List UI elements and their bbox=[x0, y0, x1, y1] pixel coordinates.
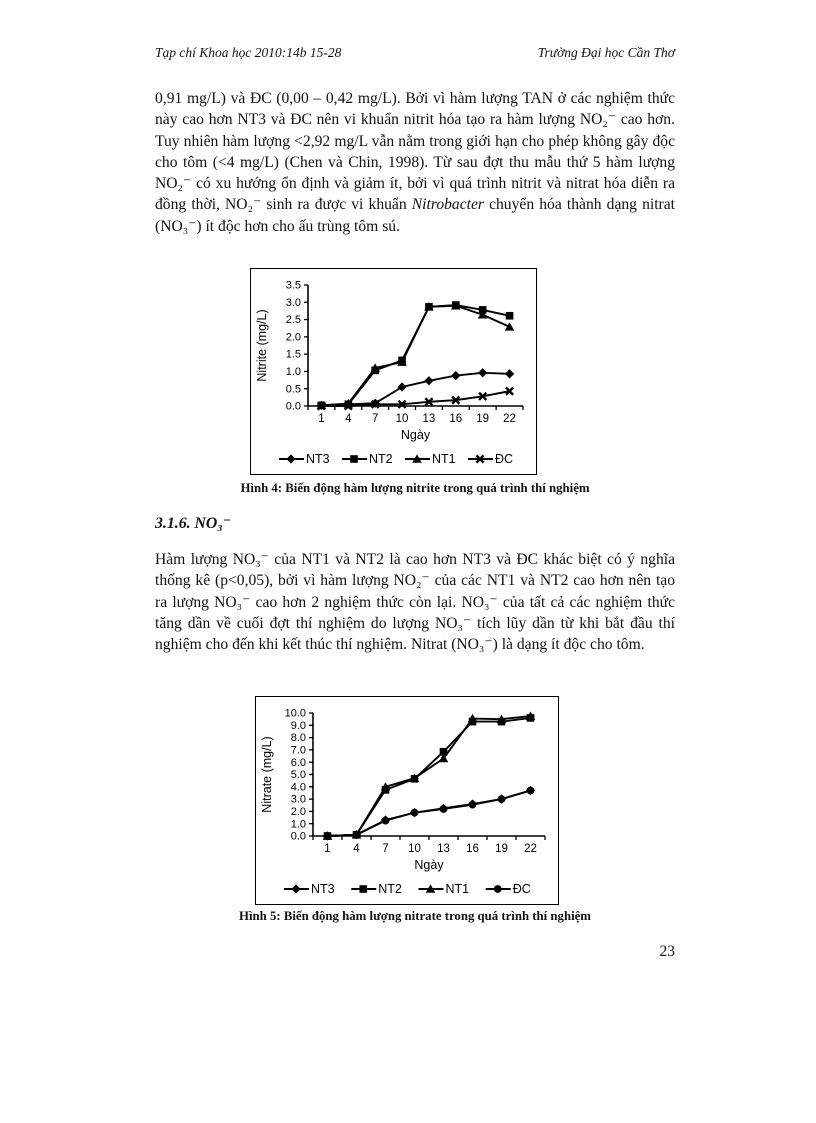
svg-text:13: 13 bbox=[437, 843, 450, 855]
svg-text:16: 16 bbox=[449, 413, 462, 425]
svg-text:5.0: 5.0 bbox=[291, 769, 306, 781]
svg-text:3.5: 3.5 bbox=[286, 280, 301, 292]
svg-text:22: 22 bbox=[503, 413, 516, 425]
svg-text:1: 1 bbox=[318, 413, 324, 425]
paragraph-nitrite-text: 0,91 mg/L) và ĐC (0,00 – 0,42 mg/L). Bởi… bbox=[155, 90, 675, 214]
svg-text:8.0: 8.0 bbox=[291, 732, 306, 744]
svg-text:7: 7 bbox=[382, 843, 388, 855]
svg-text:13: 13 bbox=[423, 413, 436, 425]
svg-text:4: 4 bbox=[353, 843, 360, 855]
svg-text:4.0: 4.0 bbox=[291, 781, 306, 793]
svg-text:16: 16 bbox=[466, 843, 479, 855]
paragraph-nitrite-text-cont: chuyển hóa thành dạng nitrat (NO₃⁻) ít đ… bbox=[155, 196, 676, 235]
svg-text:NT1: NT1 bbox=[446, 882, 470, 896]
svg-text:9.0: 9.0 bbox=[291, 720, 306, 732]
svg-text:ĐC: ĐC bbox=[513, 882, 531, 896]
journal-citation: Tạp chí Khoa học 2010:14b 15-28 bbox=[155, 45, 342, 60]
svg-text:NT1: NT1 bbox=[432, 452, 456, 466]
page-header: Tạp chí Khoa học 2010:14b 15-28 Trường Đ… bbox=[155, 45, 675, 61]
svg-text:Nitrate (mg/L): Nitrate (mg/L) bbox=[260, 736, 274, 812]
svg-text:NT2: NT2 bbox=[378, 882, 402, 896]
institution-name: Trường Đại học Cần Thơ bbox=[537, 45, 675, 60]
svg-text:7: 7 bbox=[372, 413, 378, 425]
svg-text:Ngày: Ngày bbox=[414, 858, 444, 872]
svg-text:0.0: 0.0 bbox=[291, 831, 306, 843]
svg-text:1: 1 bbox=[324, 843, 330, 855]
svg-text:3.0: 3.0 bbox=[291, 794, 306, 806]
page-number: 23 bbox=[659, 943, 676, 960]
svg-text:ĐC: ĐC bbox=[495, 452, 513, 466]
svg-text:6.0: 6.0 bbox=[291, 757, 306, 769]
svg-text:NT3: NT3 bbox=[306, 452, 330, 466]
paragraph-nitrite: 0,91 mg/L) và ĐC (0,00 – 0,42 mg/L). Bởi… bbox=[155, 88, 675, 237]
svg-text:4: 4 bbox=[345, 413, 352, 425]
nitrite-chart: 0.0 0.5 1.0 1.5 2.0 2.5 3.0 3.5 1 4 7 10 13 16 19 22 Ngà… bbox=[250, 268, 537, 475]
svg-text:0.5: 0.5 bbox=[286, 383, 301, 395]
svg-text:0.0: 0.0 bbox=[286, 401, 301, 413]
svg-text:1.0: 1.0 bbox=[291, 818, 306, 830]
svg-text:10: 10 bbox=[396, 413, 409, 425]
svg-text:7.0: 7.0 bbox=[291, 745, 306, 757]
svg-text:10: 10 bbox=[408, 843, 421, 855]
nitrate-chart: 0.0 1.0 2.0 3.0 4.0 5.0 6.0 7.0 8.0 9.0 10.0 1 4 7 10 1… bbox=[255, 696, 559, 905]
svg-text:2.0: 2.0 bbox=[291, 806, 306, 818]
paragraph-nitrate: Hàm lượng NO₃⁻ của NT1 và NT2 là cao hơn… bbox=[155, 551, 675, 654]
svg-text:19: 19 bbox=[495, 843, 508, 855]
svg-text:Nitrite (mg/L): Nitrite (mg/L) bbox=[255, 309, 269, 381]
svg-text:Ngày: Ngày bbox=[401, 428, 431, 442]
svg-text:2.5: 2.5 bbox=[286, 314, 301, 326]
svg-text:19: 19 bbox=[476, 413, 489, 425]
svg-text:3.0: 3.0 bbox=[286, 297, 301, 309]
svg-text:22: 22 bbox=[524, 843, 537, 855]
svg-text:NT3: NT3 bbox=[311, 882, 335, 896]
svg-text:1.0: 1.0 bbox=[286, 366, 301, 378]
svg-text:2.0: 2.0 bbox=[286, 331, 301, 343]
svg-text:10.0: 10.0 bbox=[285, 708, 306, 720]
genus-name-italic: Nitrobacter bbox=[411, 196, 484, 214]
figure4-caption: Hình 4: Biến động hàm lượng nitrite tron… bbox=[240, 481, 590, 495]
figure5-caption: Hình 5: Biến động hàm lượng nitrate tron… bbox=[239, 909, 591, 923]
section-heading-no3: 3.1.6. NO₃⁻ bbox=[155, 515, 232, 532]
svg-text:1.5: 1.5 bbox=[286, 349, 301, 361]
svg-text:NT2: NT2 bbox=[369, 452, 393, 466]
